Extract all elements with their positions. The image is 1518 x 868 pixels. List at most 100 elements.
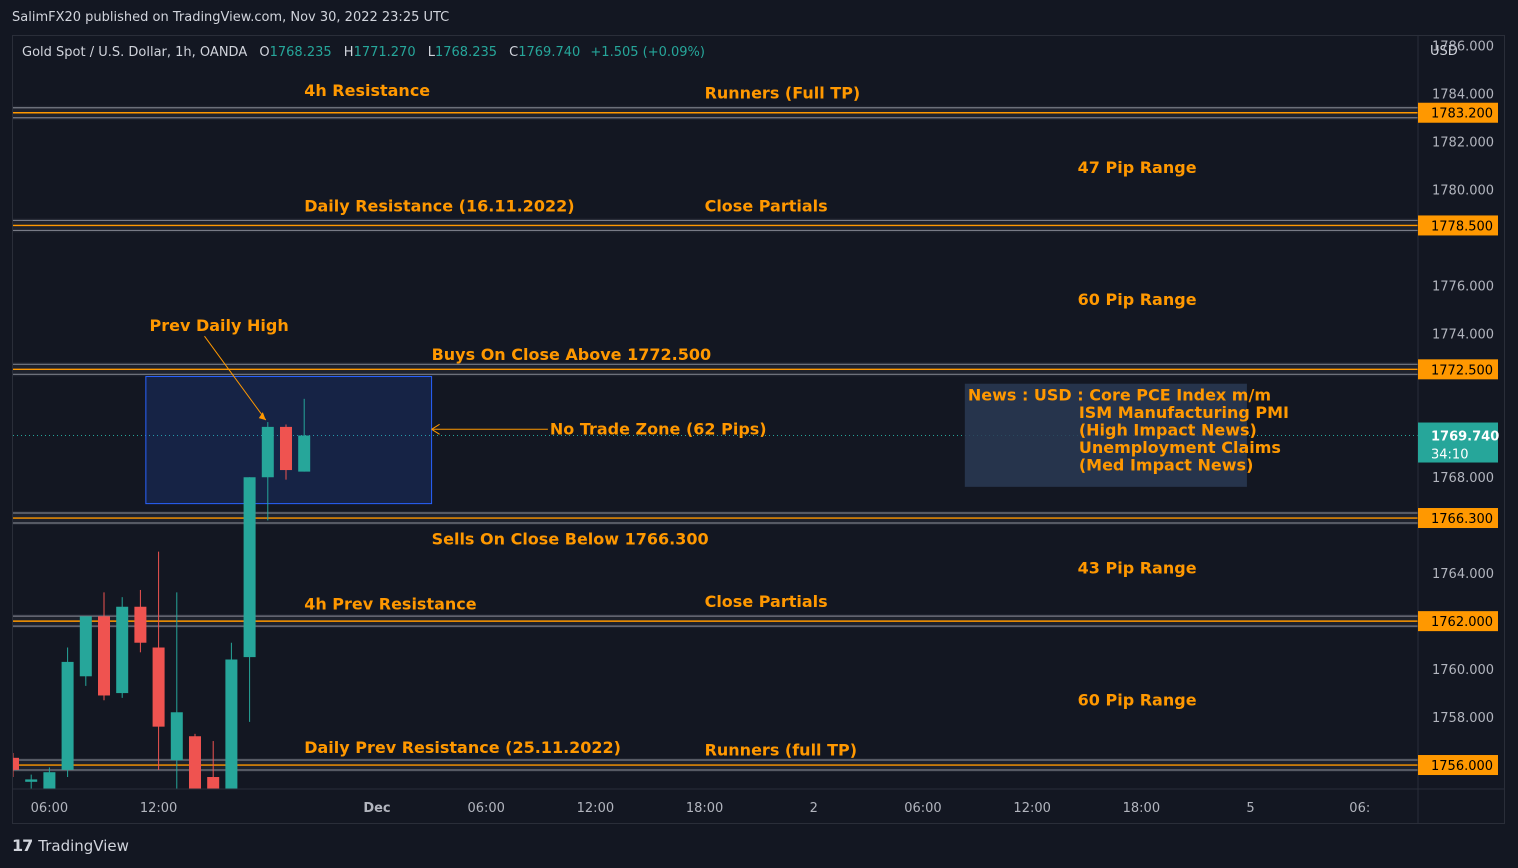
open-value: 1768.235 bbox=[269, 45, 332, 60]
candle bbox=[188, 733, 201, 789]
open-label: O bbox=[259, 45, 270, 60]
y-tick-label: 1776.000 bbox=[1432, 279, 1494, 294]
candle bbox=[97, 592, 110, 701]
candle-body bbox=[279, 426, 292, 471]
level-line bbox=[13, 218, 1418, 233]
x-tick-label: 06:00 bbox=[467, 801, 504, 816]
candle bbox=[207, 741, 220, 789]
candle-body bbox=[225, 659, 238, 789]
news-line: ISM Manufacturing PMI bbox=[1079, 403, 1289, 422]
x-tick-label: 2 bbox=[810, 801, 818, 816]
news-line: Unemployment Claims bbox=[1079, 438, 1281, 457]
price-badge bbox=[1418, 215, 1498, 236]
annotation-label: 60 Pip Range bbox=[1078, 690, 1197, 709]
price-badge bbox=[1418, 102, 1498, 123]
change-value: +1.505 (+0.09%) bbox=[590, 45, 705, 60]
candle-body bbox=[152, 647, 165, 727]
candle bbox=[261, 422, 274, 521]
annotation-label: Sells On Close Below 1766.300 bbox=[432, 530, 709, 549]
level-line bbox=[13, 362, 1418, 377]
publisher-text: SalimFX20 published on TradingView.com, … bbox=[12, 10, 450, 25]
candle-body bbox=[25, 779, 38, 782]
candle-body bbox=[79, 616, 92, 677]
price-badge bbox=[1418, 611, 1498, 632]
annotation-label: 4h Prev Resistance bbox=[304, 594, 477, 613]
price-badge bbox=[1418, 755, 1498, 776]
close-value: 1769.740 bbox=[518, 45, 581, 60]
x-tick-label: 06: bbox=[1349, 801, 1370, 816]
annotation-label: Prev Daily High bbox=[149, 316, 288, 335]
no-trade-arrow-head bbox=[431, 423, 440, 435]
candle bbox=[243, 477, 256, 722]
x-tick-label: 18:00 bbox=[686, 801, 723, 816]
y-tick-label: 1758.000 bbox=[1432, 711, 1494, 726]
annotation-label: 43 Pip Range bbox=[1078, 558, 1197, 577]
level-line bbox=[13, 614, 1418, 629]
y-tick-label: 1768.000 bbox=[1432, 471, 1494, 486]
price-badge bbox=[1418, 508, 1498, 529]
tradingview-logo[interactable]: 𝟭𝟳 TradingView bbox=[12, 836, 129, 855]
level-line bbox=[13, 758, 1418, 773]
candle-body bbox=[298, 435, 311, 472]
annotation-label: Runners (full TP) bbox=[705, 741, 857, 760]
current-price-label: 1769.740 bbox=[1431, 430, 1499, 445]
y-tick-label: 1780.000 bbox=[1432, 183, 1494, 198]
candle-body bbox=[170, 712, 183, 761]
news-line: (Med Impact News) bbox=[1079, 456, 1254, 475]
symbol-title: Gold Spot / U.S. Dollar, 1h, OANDA bbox=[22, 45, 248, 60]
candle bbox=[43, 767, 56, 789]
annotation-label: Daily Resistance (16.11.2022) bbox=[304, 196, 574, 215]
price-badge-label: 1762.000 bbox=[1431, 615, 1493, 630]
x-tick-label: 18:00 bbox=[1123, 801, 1160, 816]
chart-frame bbox=[12, 35, 1505, 824]
candle-body bbox=[116, 606, 129, 694]
candle bbox=[152, 551, 165, 770]
annotation-label: Close Partials bbox=[705, 196, 828, 215]
low-label: L bbox=[427, 45, 435, 60]
annotation-label: 47 Pip Range bbox=[1078, 158, 1197, 177]
price-badge-label: 1783.200 bbox=[1431, 107, 1493, 122]
publish-header: SalimFX20 published on TradingView.com, … bbox=[0, 0, 1518, 36]
x-tick-label: 5 bbox=[1246, 801, 1254, 816]
candle bbox=[279, 424, 292, 480]
candle-body bbox=[207, 777, 220, 789]
annotation-label: 4h Resistance bbox=[304, 81, 430, 100]
prev-high-arrow-line bbox=[204, 335, 267, 421]
candle bbox=[25, 774, 38, 789]
currency-label: USD bbox=[1430, 44, 1458, 59]
news-line: News : USD : Core PCE Index m/m bbox=[968, 386, 1271, 405]
y-tick-label: 1760.000 bbox=[1432, 663, 1494, 678]
annotation-label: Close Partials bbox=[705, 592, 828, 611]
prev-high-arrow-head bbox=[258, 412, 266, 421]
annotation-label: Buys On Close Above 1772.500 bbox=[432, 345, 712, 364]
price-badge-label: 1756.000 bbox=[1431, 759, 1493, 774]
x-tick-label: 12:00 bbox=[140, 801, 177, 816]
candle-body bbox=[261, 426, 274, 478]
candle bbox=[61, 647, 74, 778]
y-tick-label: 1782.000 bbox=[1432, 136, 1494, 151]
candle bbox=[225, 642, 238, 789]
candle-body bbox=[13, 757, 19, 770]
candle bbox=[116, 597, 129, 698]
candle-body bbox=[134, 606, 147, 643]
x-tick-label: 12:00 bbox=[577, 801, 614, 816]
close-label: C bbox=[509, 45, 519, 60]
candle bbox=[13, 753, 19, 778]
countdown-label: 34:10 bbox=[1431, 448, 1468, 463]
x-tick-label: 12:00 bbox=[1013, 801, 1050, 816]
y-tick-label: 1764.000 bbox=[1432, 567, 1494, 582]
level-line bbox=[13, 511, 1418, 526]
candle-body bbox=[97, 616, 110, 696]
news-line: (High Impact News) bbox=[1079, 421, 1257, 440]
y-tick-label: 1786.000 bbox=[1432, 40, 1494, 55]
high-label: H bbox=[343, 45, 354, 60]
price-badge-label: 1766.300 bbox=[1431, 512, 1493, 527]
annotation-label: 60 Pip Range bbox=[1078, 290, 1197, 309]
symbol-info-bar: Gold Spot / U.S. Dollar, 1h, OANDA O1768… bbox=[22, 45, 705, 60]
candle bbox=[170, 592, 183, 789]
x-tick-label: 06:00 bbox=[31, 801, 68, 816]
level-line bbox=[13, 105, 1418, 120]
price-badge-label: 1772.500 bbox=[1431, 363, 1493, 378]
